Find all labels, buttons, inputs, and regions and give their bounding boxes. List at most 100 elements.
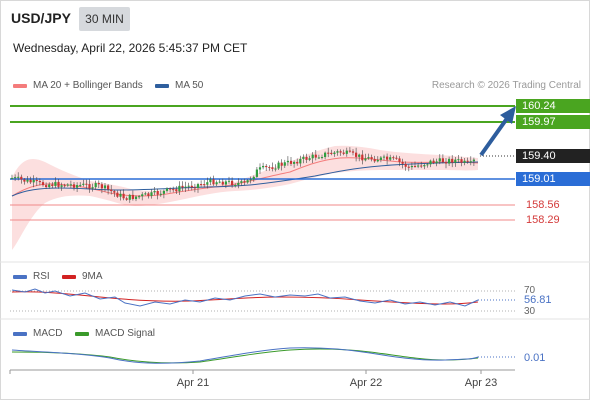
legend-swatch — [62, 274, 76, 279]
candle-body — [193, 187, 196, 189]
datetime-label: Wednesday, April 22, 2026 5:45:37 PM CET — [13, 41, 248, 55]
candle-body — [32, 179, 35, 183]
candle-body — [26, 179, 29, 182]
candle-body — [169, 188, 172, 190]
candle-body — [200, 184, 203, 186]
candlesticks — [10, 147, 475, 203]
level-label-resistance-1: 159.97 — [516, 115, 590, 129]
legend-swatch — [13, 331, 27, 336]
candle-body — [41, 182, 45, 186]
candle-body — [423, 165, 426, 167]
candle-body — [392, 157, 395, 159]
candle-body — [125, 198, 128, 200]
candle-body — [175, 189, 178, 192]
candle-body — [187, 185, 190, 187]
candle-body — [252, 176, 255, 180]
candle-body — [302, 156, 305, 159]
level-label-resistance-2: 160.24 — [516, 99, 590, 113]
candle-body — [395, 157, 398, 159]
candle-body — [60, 185, 63, 187]
macd-value: 0.01 — [524, 352, 546, 364]
candle-body — [265, 165, 268, 168]
legend-rsi: RSI — [13, 271, 50, 282]
candle-body — [76, 185, 79, 188]
candle-body — [54, 181, 57, 186]
candle-body — [45, 185, 48, 188]
candle-body — [451, 158, 454, 163]
candle-body — [156, 190, 159, 195]
candle-body — [258, 167, 262, 170]
candle-body — [448, 158, 451, 164]
candle-body — [72, 184, 76, 188]
candle-body — [283, 162, 286, 166]
candle-body — [413, 165, 417, 167]
candle-body — [91, 187, 94, 189]
candle-body — [280, 162, 283, 166]
candle-body — [79, 184, 82, 186]
candle-body — [138, 196, 141, 198]
candle-body — [398, 158, 401, 162]
candle-body — [367, 157, 370, 159]
candle-body — [29, 179, 32, 183]
legend-swatch — [13, 274, 27, 279]
candle-body — [17, 176, 20, 178]
candle-body — [107, 185, 110, 190]
candle-body — [373, 159, 376, 162]
candle-body — [103, 185, 107, 189]
candle-body — [463, 160, 466, 163]
level-label-pivot: 159.01 — [516, 172, 590, 186]
candle-body — [386, 156, 389, 160]
candle-body — [88, 184, 91, 189]
candle-body — [224, 181, 227, 185]
candle-body — [432, 160, 435, 164]
candle-body — [162, 190, 165, 194]
projection-arrow — [479, 115, 510, 157]
candle-body — [420, 165, 423, 167]
candle-body — [57, 181, 60, 187]
candle-body — [206, 182, 209, 185]
candle-body — [333, 152, 336, 154]
candle-body — [227, 180, 231, 182]
candle-body — [51, 184, 54, 186]
candle-body — [10, 177, 14, 179]
candle-body — [429, 160, 432, 165]
candle-body — [240, 181, 243, 183]
candle-body — [184, 186, 187, 188]
legend-swatch — [75, 331, 89, 336]
candle-body — [410, 165, 413, 168]
candle-body — [314, 154, 317, 158]
candle-body — [305, 156, 308, 160]
candle-body — [212, 179, 215, 185]
candle-body — [379, 157, 382, 160]
candle-body — [94, 182, 97, 188]
candle-body — [178, 185, 181, 192]
candle-body — [97, 182, 100, 185]
candle-body — [131, 194, 134, 200]
candle-body — [14, 177, 17, 179]
candle-body — [48, 184, 51, 188]
candle-body — [141, 194, 144, 197]
candle-body — [150, 192, 153, 196]
candle-body — [165, 188, 169, 191]
legend-label: 9MA — [82, 271, 103, 282]
candle-body — [296, 161, 299, 164]
candle-body — [299, 158, 302, 164]
candle-body — [330, 152, 333, 154]
candle-body — [246, 180, 249, 183]
candle-body — [286, 160, 289, 163]
timeframe-button[interactable]: 30 MIN — [79, 7, 130, 31]
candle-body — [308, 158, 311, 160]
candle-body — [203, 184, 206, 186]
candle-body — [355, 152, 358, 157]
candle-body — [404, 163, 407, 167]
candle-body — [181, 185, 184, 188]
candle-body — [119, 193, 122, 197]
x-axis-label: Apr 23 — [464, 377, 498, 389]
legend-ma50: MA 50 — [155, 80, 203, 91]
candle-body — [472, 159, 475, 162]
candle-body — [342, 152, 345, 154]
candle-body — [234, 185, 237, 187]
candle-body — [110, 189, 113, 192]
candle-body — [221, 181, 224, 185]
candle-body — [361, 154, 364, 161]
